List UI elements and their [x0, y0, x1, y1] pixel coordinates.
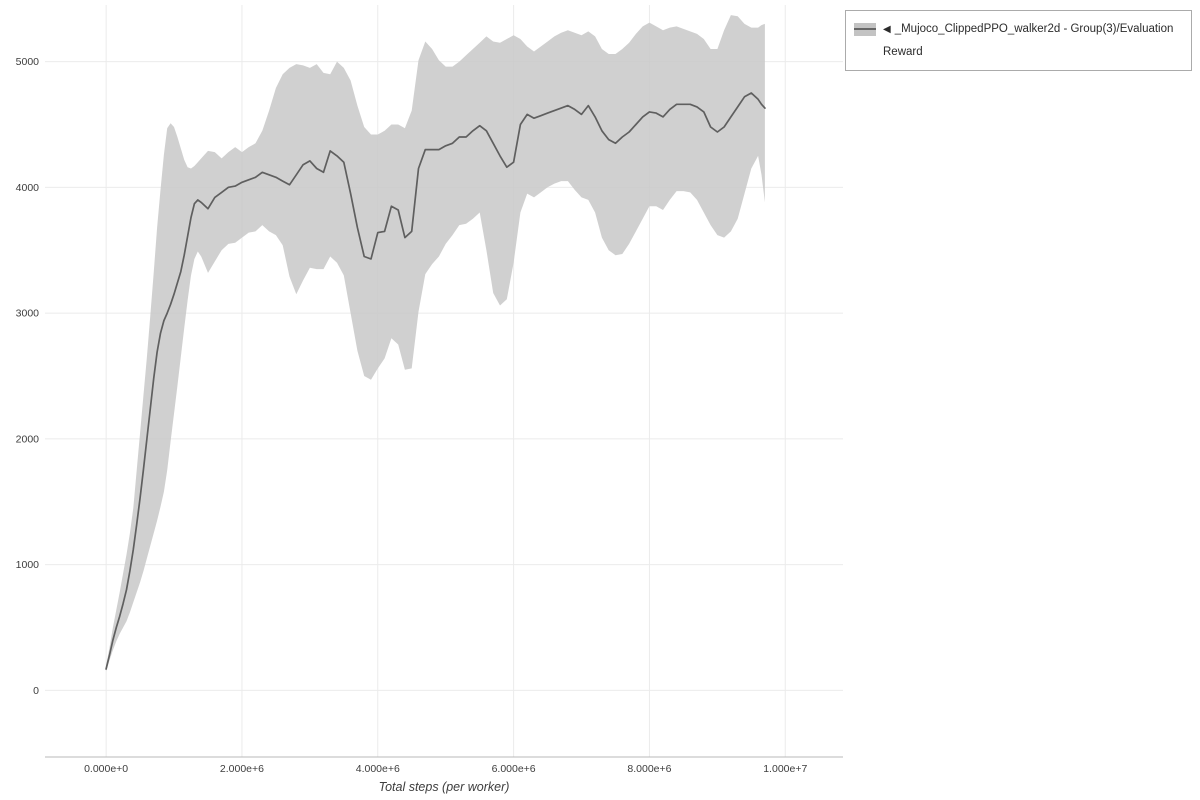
y-tick-label: 5000 — [16, 56, 40, 68]
legend-text: ◀ _Mujoco_ClippedPPO_walker2d - Group(3)/… — [883, 18, 1183, 63]
legend-box: ◀ _Mujoco_ClippedPPO_walker2d - Group(3)/… — [845, 10, 1192, 71]
legend-series-label: _Mujoco_ClippedPPO_walker2d - Group(3)/E… — [883, 23, 1174, 58]
x-tick-label: 0.000e+0 — [84, 763, 128, 775]
y-tick-label: 1000 — [16, 559, 40, 571]
x-tick-label: 4.000e+6 — [356, 763, 400, 775]
x-tick-label: 2.000e+6 — [220, 763, 264, 775]
y-tick-label: 0 — [33, 685, 39, 697]
legend-item-evaluation-reward[interactable]: ◀ _Mujoco_ClippedPPO_walker2d - Group(3)/… — [854, 18, 1183, 63]
x-axis-label: Total steps (per worker) — [378, 780, 510, 794]
y-tick-label: 3000 — [16, 308, 40, 320]
legend-line-swatch-icon — [854, 28, 876, 30]
x-tick-label: 1.000e+7 — [763, 763, 807, 775]
x-tick-label: 8.000e+6 — [627, 763, 671, 775]
legend-collapse-arrow-icon[interactable]: ◀ — [883, 24, 891, 35]
y-tick-label: 4000 — [16, 182, 40, 194]
y-tick-label: 2000 — [16, 433, 40, 445]
x-tick-label: 6.000e+6 — [492, 763, 536, 775]
legend-band-swatch-icon — [854, 23, 876, 36]
